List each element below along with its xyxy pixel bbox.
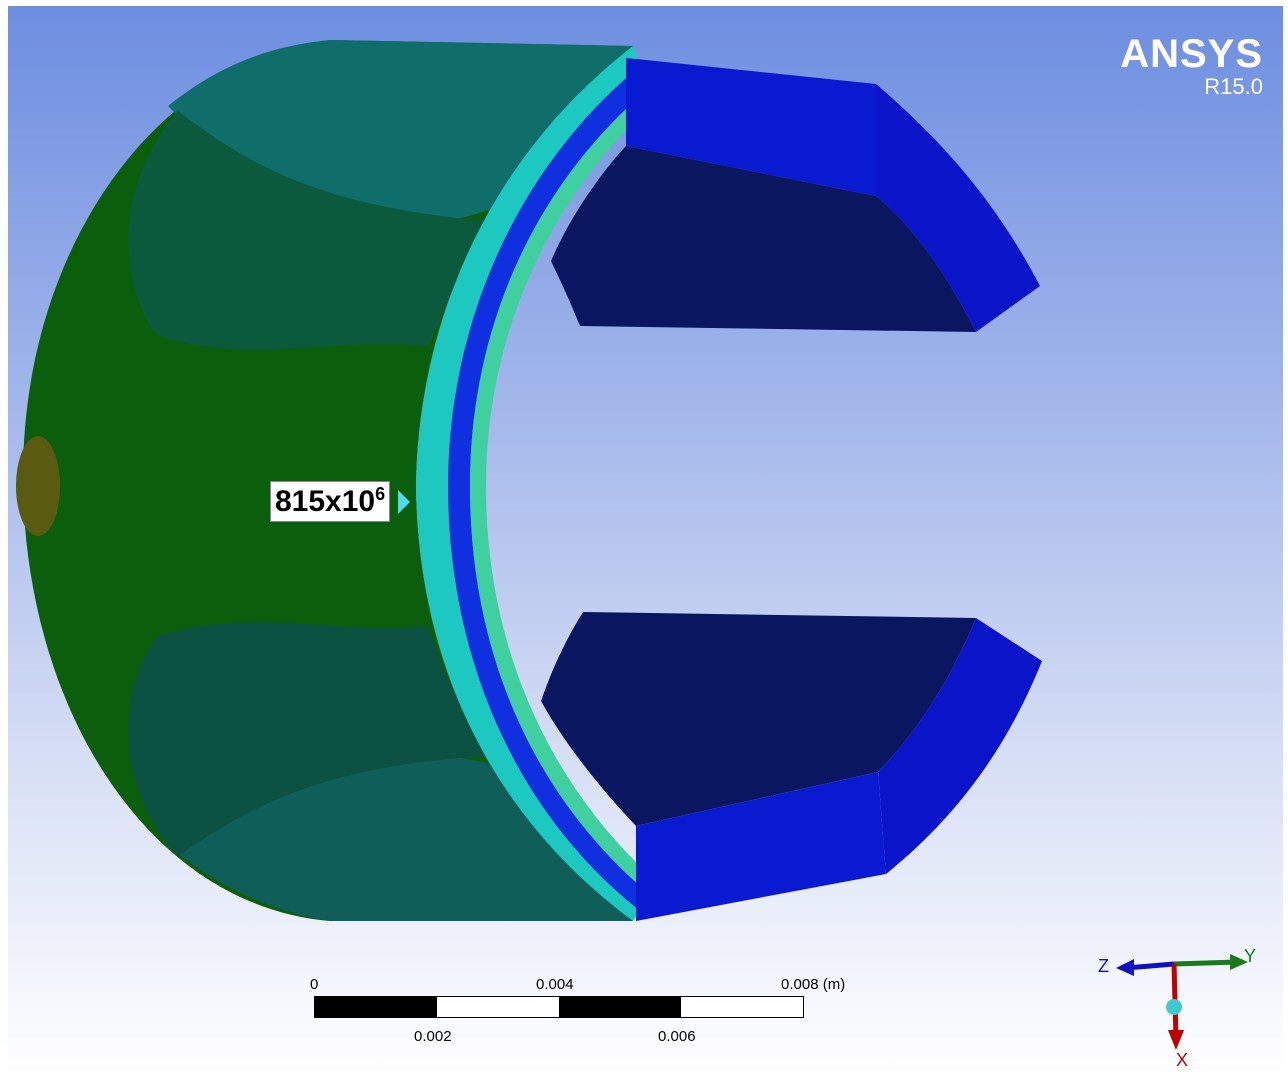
probe-value: 815x10 — [275, 485, 376, 518]
rim-ring-outer — [416, 46, 640, 921]
triad-y-axis — [1173, 959, 1239, 967]
scale-label-0002: 0.002 — [414, 1028, 452, 1045]
top-block-underside — [551, 146, 976, 332]
stress-band-top-2 — [128, 111, 488, 350]
top-block-side — [876, 84, 1040, 332]
scale-segment — [559, 997, 681, 1017]
stress-hotspot-left — [16, 436, 60, 536]
triad-y-arrow — [1230, 954, 1248, 970]
bottom-block-top — [541, 612, 976, 826]
probe-exponent: 6 — [375, 484, 386, 504]
triad-y-label: Y — [1244, 946, 1257, 966]
rim-ring-mid — [448, 66, 640, 911]
scale-label-0006: 0.006 — [658, 1028, 696, 1045]
model-render[interactable] — [8, 6, 1283, 1074]
triad-z-label: Z — [1098, 956, 1109, 976]
triad-origin-sphere — [1166, 999, 1182, 1015]
scale-segment — [681, 997, 803, 1017]
stress-band-bottom-2 — [128, 622, 488, 856]
rim-ring-inner — [470, 96, 640, 886]
triad-x-label: X — [1176, 1050, 1189, 1070]
scale-bar — [314, 996, 804, 1018]
coordinate-triad[interactable] — [1116, 954, 1248, 1050]
scale-segment — [437, 997, 559, 1017]
logo-version: R15.0 — [1204, 74, 1263, 99]
scale-segment — [315, 997, 437, 1017]
logo-brand: ANSYS — [1120, 32, 1263, 76]
graphics-viewport[interactable]: ANSYS R15.0 815x106 0 0.004 0.008 (m) 0.… — [8, 6, 1283, 1074]
top-block-front — [626, 58, 876, 196]
probe-pointer-icon — [398, 490, 410, 514]
scale-label-0: 0 — [310, 976, 319, 993]
triad-x-arrow — [1168, 1030, 1184, 1050]
scale-label-0004: 0.004 — [536, 976, 574, 993]
probe-label[interactable]: 815x106 — [270, 481, 391, 522]
scale-label-0008: 0.008 (m) — [781, 976, 846, 993]
bottom-block-front — [636, 772, 886, 921]
ansys-logo: ANSYS R15.0 — [1120, 34, 1263, 98]
triad-z-arrow — [1116, 959, 1134, 976]
bottom-block-side — [878, 618, 1042, 874]
